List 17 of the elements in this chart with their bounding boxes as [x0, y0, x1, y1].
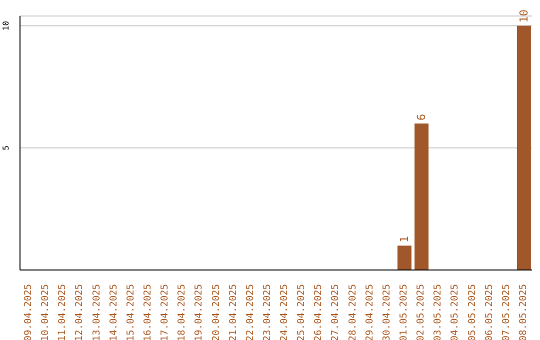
x-tick-label: 19.04.2025 [194, 284, 205, 340]
x-tick-label: 11.04.2025 [57, 284, 68, 340]
bar [516, 26, 531, 270]
data-label: 1 [398, 236, 411, 243]
x-tick-label: 18.04.2025 [176, 284, 188, 340]
x-tick-label: 15.04.2025 [125, 284, 136, 340]
x-tick-label: 17.04.2025 [160, 284, 171, 340]
x-tick-label: 14.04.2025 [108, 284, 120, 340]
bar [397, 246, 412, 270]
y-tick-label: 5 [2, 145, 11, 150]
x-tick-label: 12.04.2025 [74, 284, 86, 340]
data-label: 10 [517, 10, 530, 23]
bar [414, 123, 429, 270]
x-tick-label: 10.04.2025 [40, 284, 52, 340]
data-label: 6 [415, 114, 428, 120]
x-tick-label: 16.04.2025 [142, 284, 154, 340]
x-tick-label: 13.04.2025 [91, 284, 102, 340]
